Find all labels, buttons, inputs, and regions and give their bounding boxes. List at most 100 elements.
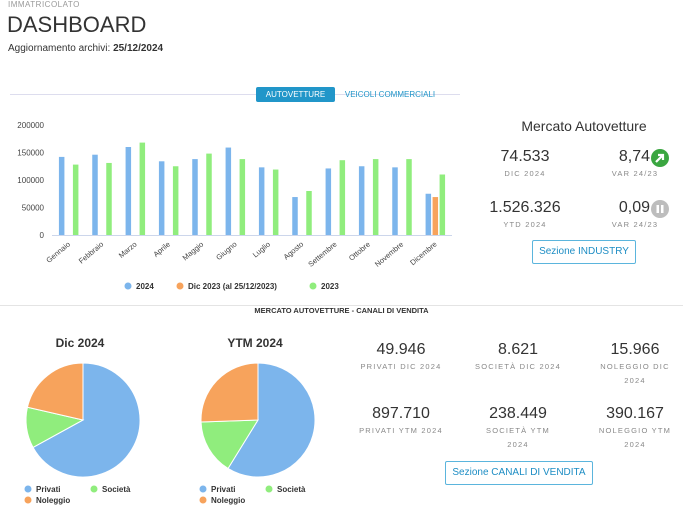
x-tick-label: Gennaio <box>44 240 72 265</box>
x-tick-label: Agosto <box>282 240 306 262</box>
industry-button[interactable]: Sezione INDUSTRY <box>532 240 636 264</box>
y-tick-label: 150000 <box>17 149 44 158</box>
legend-marker <box>124 282 132 290</box>
kpi-value: 1.526.326 <box>489 199 561 216</box>
x-tick-label: Dicembre <box>408 240 438 268</box>
bar <box>325 168 332 235</box>
legend-label: Noleggio <box>211 496 245 505</box>
legend-marker <box>265 485 273 493</box>
y-tick-label: 50000 <box>22 204 45 213</box>
legend-marker <box>90 485 98 493</box>
bar <box>225 147 232 235</box>
bar <box>158 161 165 235</box>
kpi-value: 49.946 <box>376 341 426 358</box>
pie-slice <box>200 362 259 423</box>
kpi-label: VAR 24/23 <box>611 169 659 178</box>
x-tick-label: Settembre <box>306 240 338 269</box>
legend-marker <box>309 282 317 290</box>
legend-label: Privati <box>36 485 60 494</box>
pause-icon <box>651 200 669 218</box>
section-title: MERCATO AUTOVETTURE - CANALI DI VENDITA <box>254 306 429 315</box>
y-tick-label: 100000 <box>17 176 44 185</box>
bar <box>239 159 246 235</box>
kpi-value: 15.966 <box>610 341 660 358</box>
channels-button[interactable]: Sezione CANALI DI VENDITA <box>445 461 593 485</box>
legend-marker <box>199 485 207 493</box>
kpi-value: 238.449 <box>489 405 547 422</box>
bar <box>406 159 412 235</box>
pie-slice <box>200 419 259 470</box>
x-tick-label: Ottobre <box>347 240 372 263</box>
bar <box>58 156 65 235</box>
kpi-label: YTD 2024 <box>503 220 547 229</box>
kpi-label: NOLEGGIO YTM 2024 <box>598 426 672 449</box>
legend-label: Dic 2023 (al 25/12/2023) <box>188 282 277 291</box>
kpi-label: SOCIETÀ YTM 2024 <box>486 426 550 449</box>
x-tick-label: Giugno <box>214 240 238 262</box>
pie-slice <box>32 362 141 478</box>
kpi-label: VAR 24/23 <box>611 220 659 229</box>
legend-label: Noleggio <box>36 496 70 505</box>
page-title: DASHBOARD <box>7 12 147 37</box>
kpi-value: 0,09 <box>618 199 650 216</box>
update-info: Aggiornamento archivi: 25/12/2024 <box>8 43 163 54</box>
tab-active[interactable]: AUTOVETTURE <box>256 87 335 102</box>
bar <box>92 154 98 235</box>
bar <box>258 167 265 235</box>
tab[interactable]: VEICOLI COMMERCIALI <box>344 90 436 99</box>
kpi-value: 74.533 <box>500 148 550 165</box>
legend-label: 2023 <box>321 282 339 291</box>
kpi-value: 8.621 <box>497 341 539 358</box>
bar <box>432 197 439 235</box>
x-tick-label: Maggio <box>181 240 206 263</box>
update-date: 25/12/2024 <box>113 43 164 54</box>
bar <box>172 166 179 235</box>
bar <box>206 153 212 235</box>
bar <box>392 167 398 235</box>
kpi-label: PRIVATI DIC 2024 <box>360 362 442 371</box>
section-label: IMMATRICOLATO <box>8 0 80 9</box>
bar <box>72 164 79 235</box>
pie-title: Dic 2024 <box>56 336 105 350</box>
bar <box>292 197 298 235</box>
x-tick-label: Novembre <box>373 240 405 269</box>
bar-chart: 0 50000 100000 150000 200000 Gennaio Febbraio M… <box>17 121 452 291</box>
pie-title: YTM 2024 <box>227 336 283 350</box>
bar <box>372 159 379 235</box>
kpi-label: PRIVATI YTM 2024 <box>359 426 443 435</box>
legend-marker <box>199 496 207 504</box>
pie-chart: Dic 2024 Privati Società Noleggio <box>24 336 141 505</box>
pie-slice <box>26 362 84 421</box>
legend-marker <box>176 282 184 290</box>
x-tick-label: Marzo <box>117 240 139 260</box>
legend-label: 2024 <box>136 282 154 291</box>
update-label: Aggiornamento archivi: <box>8 43 111 54</box>
kpi-value: 390.167 <box>606 405 664 422</box>
up-icon <box>651 149 669 167</box>
pie-slice <box>227 362 316 478</box>
kpi-label: SOCIETÀ DIC 2024 <box>475 362 561 371</box>
bar <box>272 169 279 235</box>
legend-marker <box>24 496 32 504</box>
panel-title: Mercato Autovetture <box>521 118 647 134</box>
y-tick-label: 0 <box>40 231 45 240</box>
legend-marker <box>24 485 32 493</box>
kpi-label: NOLEGGIO DIC 2024 <box>600 362 670 385</box>
bar <box>306 191 312 235</box>
legend-label: Privati <box>211 485 235 494</box>
bar <box>358 166 365 235</box>
bar <box>139 142 146 235</box>
x-tick-label: Aprile <box>151 240 171 259</box>
y-tick-label: 200000 <box>17 121 44 130</box>
legend-label: Società <box>277 485 306 494</box>
pie-chart: YTM 2024 Privati Società Noleggio <box>199 336 316 505</box>
legend-label: Società <box>102 485 131 494</box>
bar <box>425 193 432 235</box>
bar <box>125 147 132 235</box>
x-tick-label: Febbraio <box>77 240 105 266</box>
kpi-value: 897.710 <box>372 405 430 422</box>
divider <box>0 305 683 306</box>
bar <box>439 174 446 235</box>
kpi-label: DIC 2024 <box>504 169 546 178</box>
